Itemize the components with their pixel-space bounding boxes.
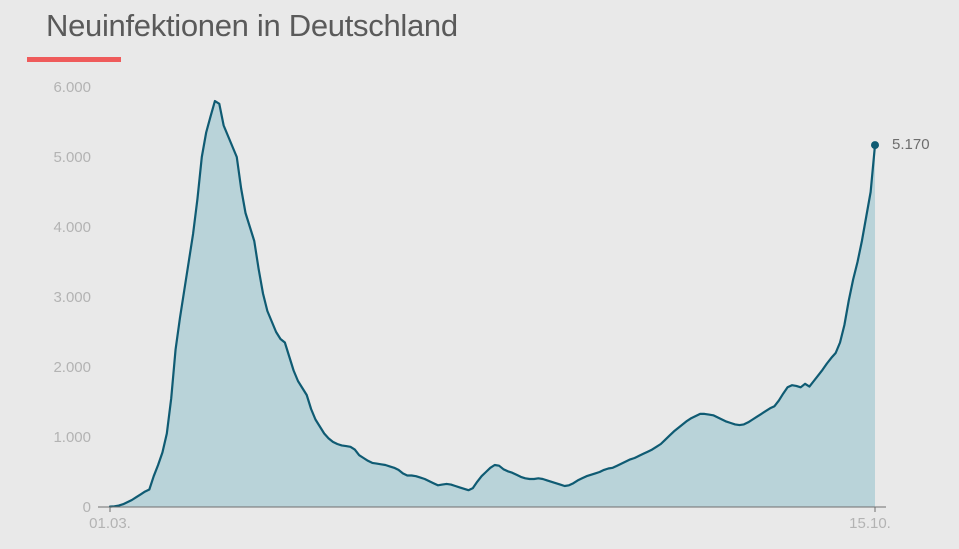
infections-line xyxy=(108,99,877,508)
y-tick-label: 3.000 xyxy=(53,289,91,306)
y-tick-label: 4.000 xyxy=(53,219,91,236)
y-tick-label: 6.000 xyxy=(53,79,91,96)
last-value-label: 5.170 xyxy=(892,136,930,153)
title-accent-bar xyxy=(27,57,121,62)
y-tick-label: 2.000 xyxy=(53,359,91,376)
last-value-marker xyxy=(871,141,879,150)
y-tick-label: 0 xyxy=(83,499,91,516)
y-tick-label: 5.000 xyxy=(53,149,91,166)
chart-title: Neuinfektionen in Deutschland xyxy=(46,8,458,43)
infections-area xyxy=(110,101,875,507)
y-tick-label: 1.000 xyxy=(53,429,91,446)
x-tick-label-start: 01.03. xyxy=(89,515,131,532)
y-tick-labels: 0 1.000 2.000 3.000 4.000 5.000 6.000 xyxy=(53,79,91,516)
x-tick-label-end: 15.10. xyxy=(849,515,891,532)
